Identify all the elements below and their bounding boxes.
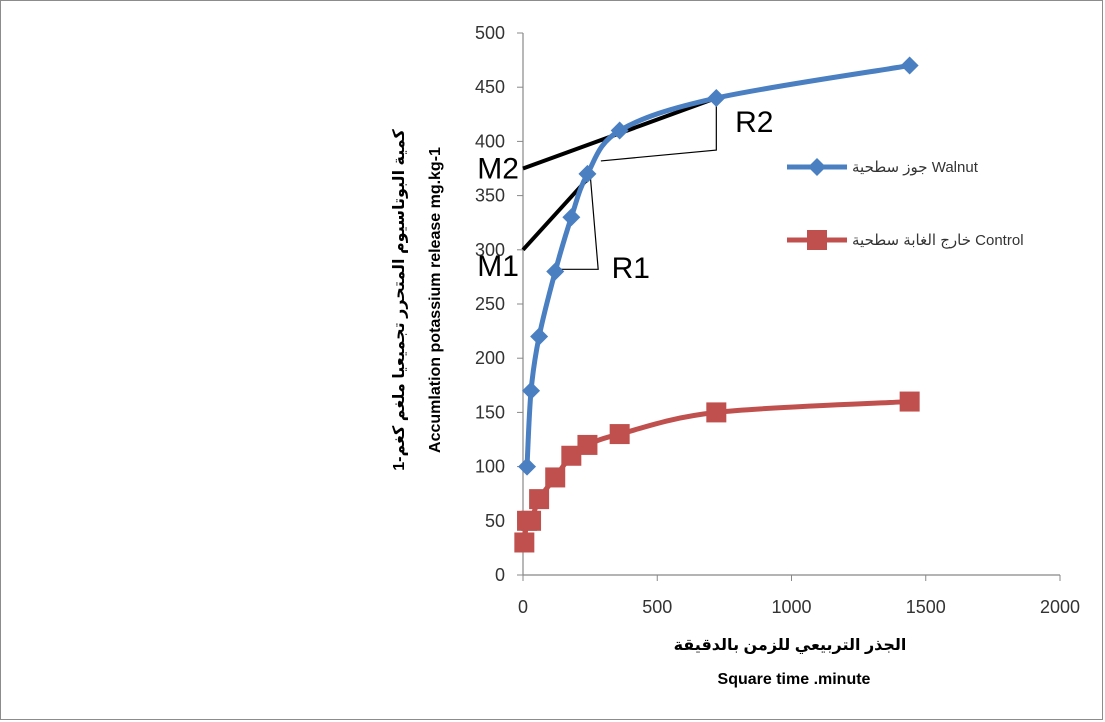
- annotation-r2: R2: [735, 106, 773, 139]
- x-tick-label: 2000: [1040, 597, 1080, 617]
- legend-swatch-marker: [808, 158, 826, 176]
- data-point: [521, 510, 542, 531]
- legend-swatch-marker: [807, 230, 827, 250]
- legend-item: خارج الغابة سطحية Control: [787, 230, 1024, 250]
- y-tick-label: 200: [475, 348, 505, 368]
- data-point: [518, 457, 537, 476]
- legend-label: جوز سطحية Walnut: [852, 159, 979, 176]
- series-control: [514, 391, 920, 553]
- y-tick-label: 250: [475, 294, 505, 314]
- data-point: [899, 391, 920, 412]
- data-point: [545, 467, 566, 488]
- y-tick-label: 400: [475, 131, 505, 151]
- x-tick-label: 1000: [771, 597, 811, 617]
- y-tick-label: 450: [475, 77, 505, 97]
- data-point: [609, 424, 630, 445]
- data-point: [707, 89, 726, 108]
- data-point: [561, 445, 582, 466]
- annotation-m2: M2: [477, 153, 519, 186]
- y-tick-label: 0: [495, 565, 505, 585]
- series-walnut: [518, 56, 919, 476]
- x-axis-label-arabic: الجذر التربيعي للزمن بالدقيقة: [674, 637, 907, 655]
- y-tick-label: 500: [475, 23, 505, 43]
- data-point: [522, 381, 541, 400]
- y-axis-label-english: Accumlation potassium release mg.kg-1: [427, 147, 444, 453]
- data-point: [578, 164, 597, 183]
- data-point: [577, 434, 598, 455]
- data-point: [562, 208, 581, 227]
- bracket-line: [600, 98, 717, 162]
- series-line: [521, 399, 910, 543]
- annotation-m1: M1: [477, 250, 519, 283]
- data-point: [514, 532, 535, 553]
- data-point: [546, 262, 565, 281]
- y-tick-label: 50: [485, 511, 505, 531]
- data-point: [610, 121, 629, 140]
- data-point: [530, 327, 549, 346]
- axes: [522, 33, 1060, 576]
- y-tick-labels: 0 50 100 150 200 250 300 350 400 450 500: [475, 23, 523, 585]
- data-point: [529, 489, 550, 510]
- x-tick-labels: 0 500 1000 1500 2000: [518, 575, 1080, 617]
- y-axis-label-english-main: Accumlation potassium release mg.kg-1: [427, 147, 444, 453]
- y-tick-label: 150: [475, 402, 505, 422]
- y-axis-label-arabic: كمية البوتاسيوم المتحرر تجميعيا ملغم كغم…: [391, 129, 408, 471]
- series-layer: [514, 56, 920, 553]
- legend: جوز سطحية Walnut خارج الغابة سطحية Contro…: [787, 158, 1024, 250]
- data-point: [900, 56, 919, 75]
- y-tick-label: 350: [475, 186, 505, 206]
- x-axis-label-english: Square time .minute: [718, 671, 871, 688]
- legend-item: جوز سطحية Walnut: [787, 158, 979, 176]
- x-tick-label: 1500: [906, 597, 946, 617]
- bracket-line: [557, 173, 599, 270]
- x-tick-label: 500: [642, 597, 672, 617]
- data-point: [706, 402, 727, 423]
- y-tick-label: 100: [475, 457, 505, 477]
- x-tick-label: 0: [518, 597, 528, 617]
- y-tick-label: 300: [475, 240, 505, 260]
- legend-label: خارج الغابة سطحية Control: [852, 232, 1024, 250]
- annotation-r1: R1: [612, 252, 650, 285]
